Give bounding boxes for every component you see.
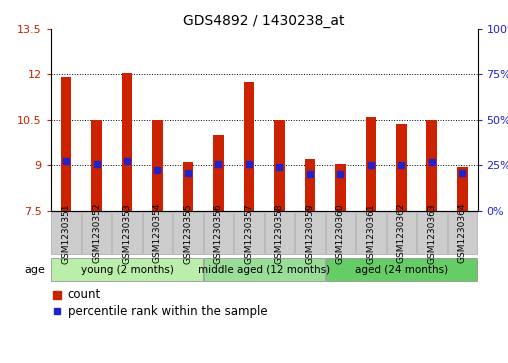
Text: GSM1230357: GSM1230357: [244, 203, 253, 264]
Text: GSM1230359: GSM1230359: [305, 203, 314, 264]
Bar: [335, 164, 345, 211]
Text: GSM1230354: GSM1230354: [153, 203, 162, 264]
Title: GDS4892 / 1430238_at: GDS4892 / 1430238_at: [183, 14, 345, 28]
Text: young (2 months): young (2 months): [81, 265, 173, 274]
Bar: [122, 73, 132, 211]
Text: GSM1230352: GSM1230352: [92, 203, 101, 264]
Text: aged (24 months): aged (24 months): [355, 265, 448, 274]
Text: middle aged (12 months): middle aged (12 months): [198, 265, 330, 274]
Text: GSM1230356: GSM1230356: [214, 203, 223, 264]
Bar: [365, 117, 376, 211]
Bar: [91, 120, 102, 211]
Bar: [304, 159, 315, 211]
Text: GSM1230362: GSM1230362: [397, 203, 406, 264]
Bar: [274, 120, 284, 211]
Bar: [244, 82, 254, 211]
Bar: [213, 135, 224, 211]
Text: GSM1230353: GSM1230353: [122, 203, 132, 264]
Bar: [396, 125, 406, 211]
Bar: [457, 167, 467, 211]
Bar: [61, 77, 71, 211]
Bar: [152, 120, 163, 211]
Text: GSM1230351: GSM1230351: [61, 203, 71, 264]
Text: age: age: [25, 265, 46, 274]
Text: GSM1230355: GSM1230355: [183, 203, 193, 264]
Text: GSM1230358: GSM1230358: [275, 203, 284, 264]
Text: count: count: [68, 289, 101, 301]
Text: GSM1230364: GSM1230364: [458, 203, 467, 264]
Text: GSM1230363: GSM1230363: [427, 203, 436, 264]
Text: percentile rank within the sample: percentile rank within the sample: [68, 305, 267, 318]
Text: GSM1230360: GSM1230360: [336, 203, 345, 264]
Text: GSM1230361: GSM1230361: [366, 203, 375, 264]
Bar: [183, 162, 193, 211]
Bar: [426, 120, 437, 211]
